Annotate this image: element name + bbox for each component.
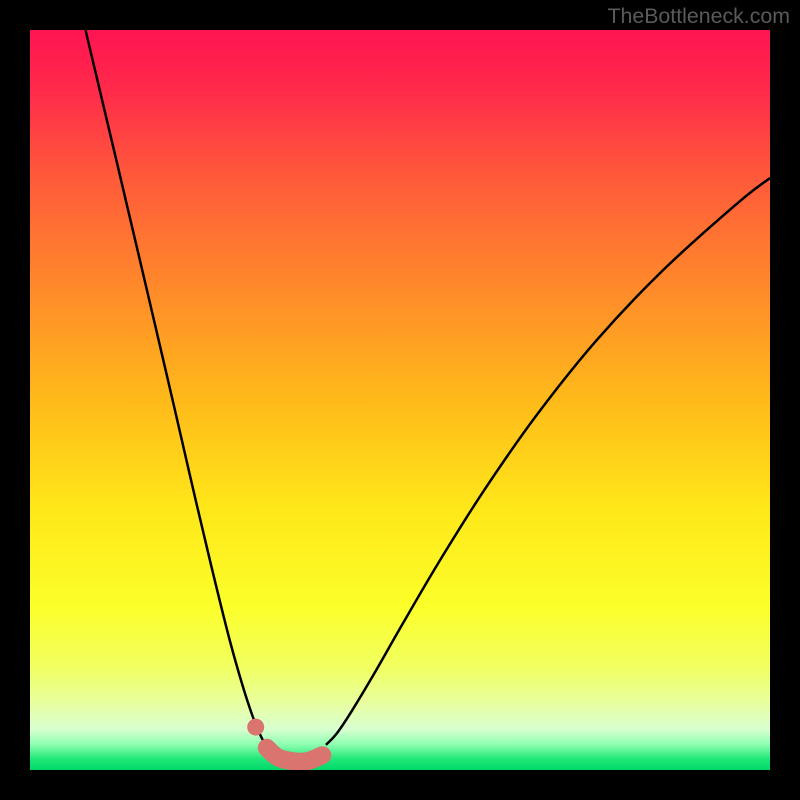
bottleneck-curve-chart	[0, 0, 800, 800]
chart-frame: TheBottleneck.com	[0, 0, 800, 800]
trough-outlier-dot	[247, 719, 264, 736]
watermark-text: TheBottleneck.com	[607, 4, 790, 29]
gradient-background	[30, 30, 770, 770]
